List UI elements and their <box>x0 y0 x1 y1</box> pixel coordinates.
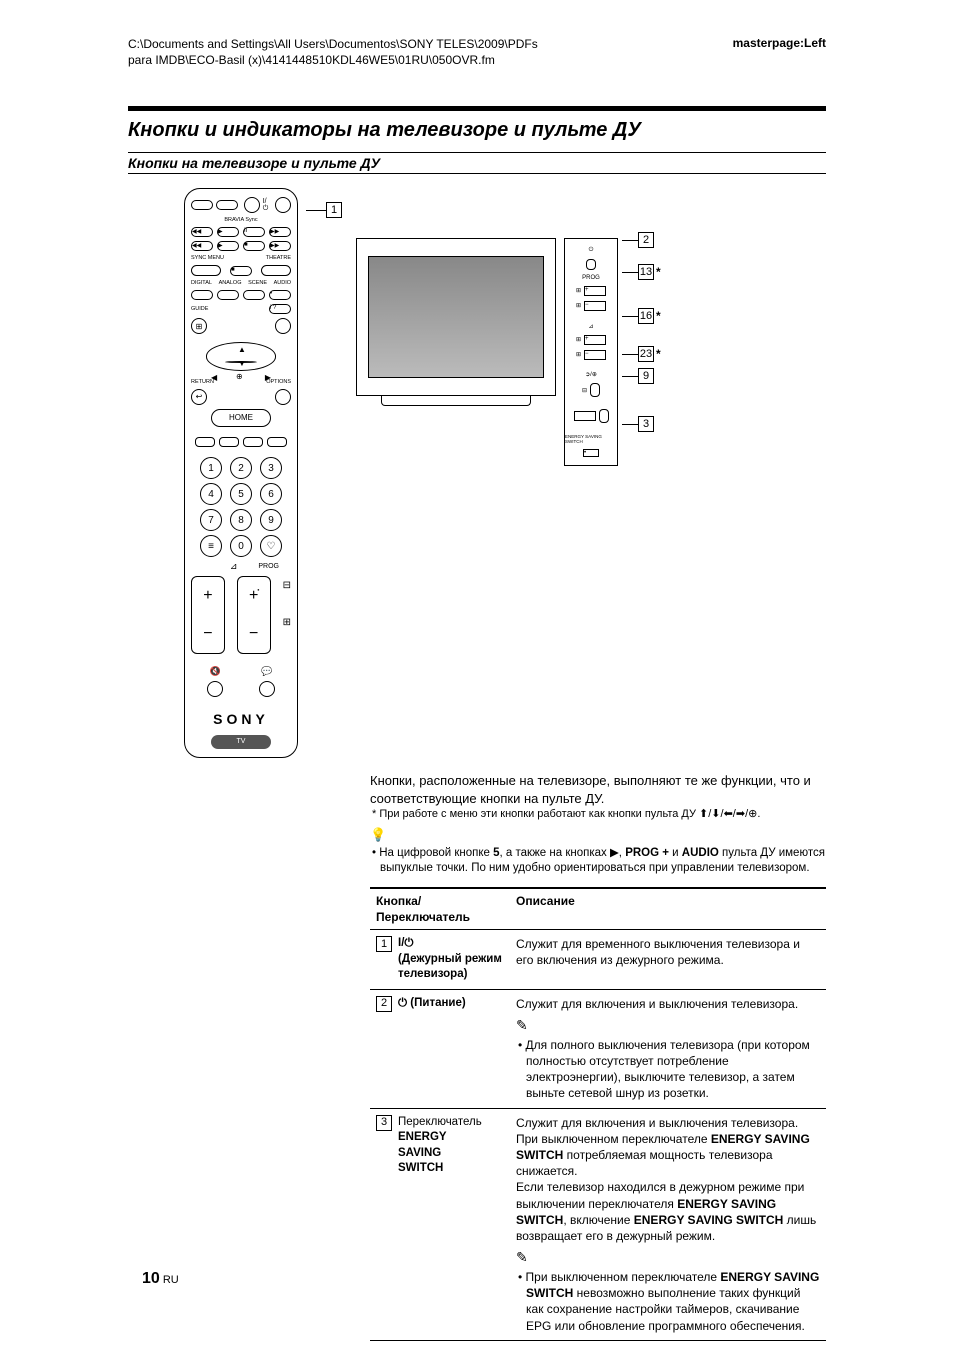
table-row-label: 2⏻ (Питание) <box>370 989 510 1108</box>
callout-1: 1 <box>306 202 342 218</box>
section-heading: Кнопки и индикаторы на телевизоре и пуль… <box>0 119 954 142</box>
dpad[interactable]: ▲ ▼ ◀ ▶ ⊕ <box>206 342 276 370</box>
caption-main: Кнопки, расположенные на телевизоре, вып… <box>370 772 826 807</box>
figures-row: I/⏻ BRAVIA Sync ◀◀▶II▶▶ ◀◀▶■▶▶ SYNC MENU… <box>0 188 954 758</box>
volume-rocker[interactable]: +− <box>191 576 225 654</box>
remote-outline: I/⏻ BRAVIA Sync ◀◀▶II▶▶ ◀◀▶■▶▶ SYNC MENU… <box>184 188 298 758</box>
tip-icon: 💡 <box>370 826 826 844</box>
sony-logo: SONY <box>191 711 291 727</box>
table-row-label: 1I/⏻(Дежурный режим телевизора) <box>370 930 510 990</box>
page-header: C:\Documents and Settings\All Users\Docu… <box>0 0 954 68</box>
prog-rocker[interactable]: +̇− <box>237 576 271 654</box>
remote-figure: I/⏻ BRAVIA Sync ◀◀▶II▶▶ ◀◀▶■▶▶ SYNC MENU… <box>184 188 314 758</box>
tv-badge: TV <box>211 735 271 749</box>
table-row-desc: Служит для включения и выключения телеви… <box>510 989 826 1108</box>
table-row-label: 3ПереключательENERGYSAVINGSWITCH <box>370 1108 510 1340</box>
subsection-heading: Кнопки на телевизоре и пульте ДУ <box>128 152 826 174</box>
controls-table: Кнопка/Переключатель Описание 1I/⏻(Дежур… <box>370 887 826 1341</box>
section-rule <box>128 106 826 111</box>
tv-body <box>356 238 556 396</box>
table-row-desc: Служит для включения и выключения телеви… <box>510 1108 826 1340</box>
tip-text: • На цифровой кнопке 5, а также на кнопк… <box>370 846 826 877</box>
page-number: 10 RU <box>142 1270 179 1288</box>
power-button[interactable] <box>275 197 291 213</box>
figure-caption-block: Кнопки, расположенные на телевизоре, вып… <box>0 758 954 1340</box>
tv-side-panel: ⏻ PROG ⊞+ ⊞− ⊿ ⊞+ ⊞− ➲/⊕ ⊟ ENERGY SAVING… <box>564 238 618 466</box>
file-path: C:\Documents and Settings\All Users\Docu… <box>128 36 548 68</box>
th-desc: Описание <box>510 888 826 930</box>
th-button: Кнопка/Переключатель <box>370 888 510 930</box>
table-row-desc: Служит для временного выключения телевиз… <box>510 930 826 990</box>
masterpage-label: masterpage:Left <box>733 36 826 68</box>
bravia-sync-label: BRAVIA Sync <box>191 217 291 223</box>
home-button[interactable]: HOME <box>211 409 271 427</box>
tv-figure: ⏻ PROG ⊞+ ⊞− ⊿ ⊞+ ⊞− ➲/⊕ ⊟ ENERGY SAVING… <box>356 188 666 466</box>
caption-footnote: * При работе с меню эти кнопки работают … <box>370 807 826 822</box>
color-buttons[interactable] <box>191 437 291 447</box>
